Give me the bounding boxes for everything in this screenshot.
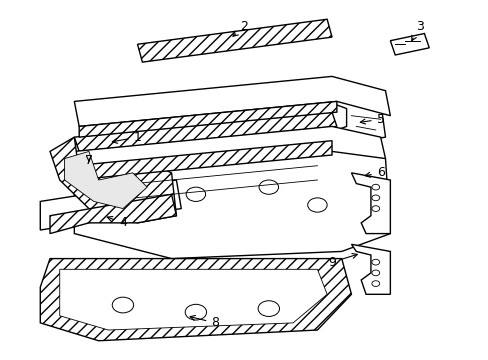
- Circle shape: [301, 120, 313, 129]
- Polygon shape: [74, 141, 389, 258]
- Polygon shape: [50, 137, 176, 223]
- Polygon shape: [331, 94, 385, 144]
- Text: 4: 4: [107, 216, 126, 229]
- Polygon shape: [74, 126, 385, 173]
- Polygon shape: [40, 180, 181, 230]
- Circle shape: [228, 126, 240, 134]
- Polygon shape: [60, 269, 326, 330]
- Text: 6: 6: [365, 166, 384, 179]
- Polygon shape: [74, 76, 389, 126]
- Polygon shape: [137, 19, 331, 62]
- Text: 8: 8: [190, 315, 219, 329]
- Circle shape: [267, 123, 279, 131]
- Polygon shape: [351, 173, 389, 234]
- Circle shape: [180, 129, 192, 138]
- Polygon shape: [50, 194, 176, 234]
- Text: 3: 3: [411, 20, 423, 41]
- Polygon shape: [74, 112, 336, 152]
- Text: 2: 2: [232, 20, 248, 36]
- Polygon shape: [351, 244, 389, 294]
- Text: 5: 5: [360, 113, 384, 126]
- Text: 9: 9: [327, 253, 357, 269]
- Polygon shape: [74, 141, 331, 180]
- Circle shape: [131, 133, 143, 141]
- Polygon shape: [40, 258, 351, 341]
- Text: 1: 1: [112, 131, 141, 144]
- Polygon shape: [389, 33, 428, 55]
- Polygon shape: [64, 152, 147, 208]
- Text: 7: 7: [85, 154, 93, 167]
- Polygon shape: [79, 102, 336, 137]
